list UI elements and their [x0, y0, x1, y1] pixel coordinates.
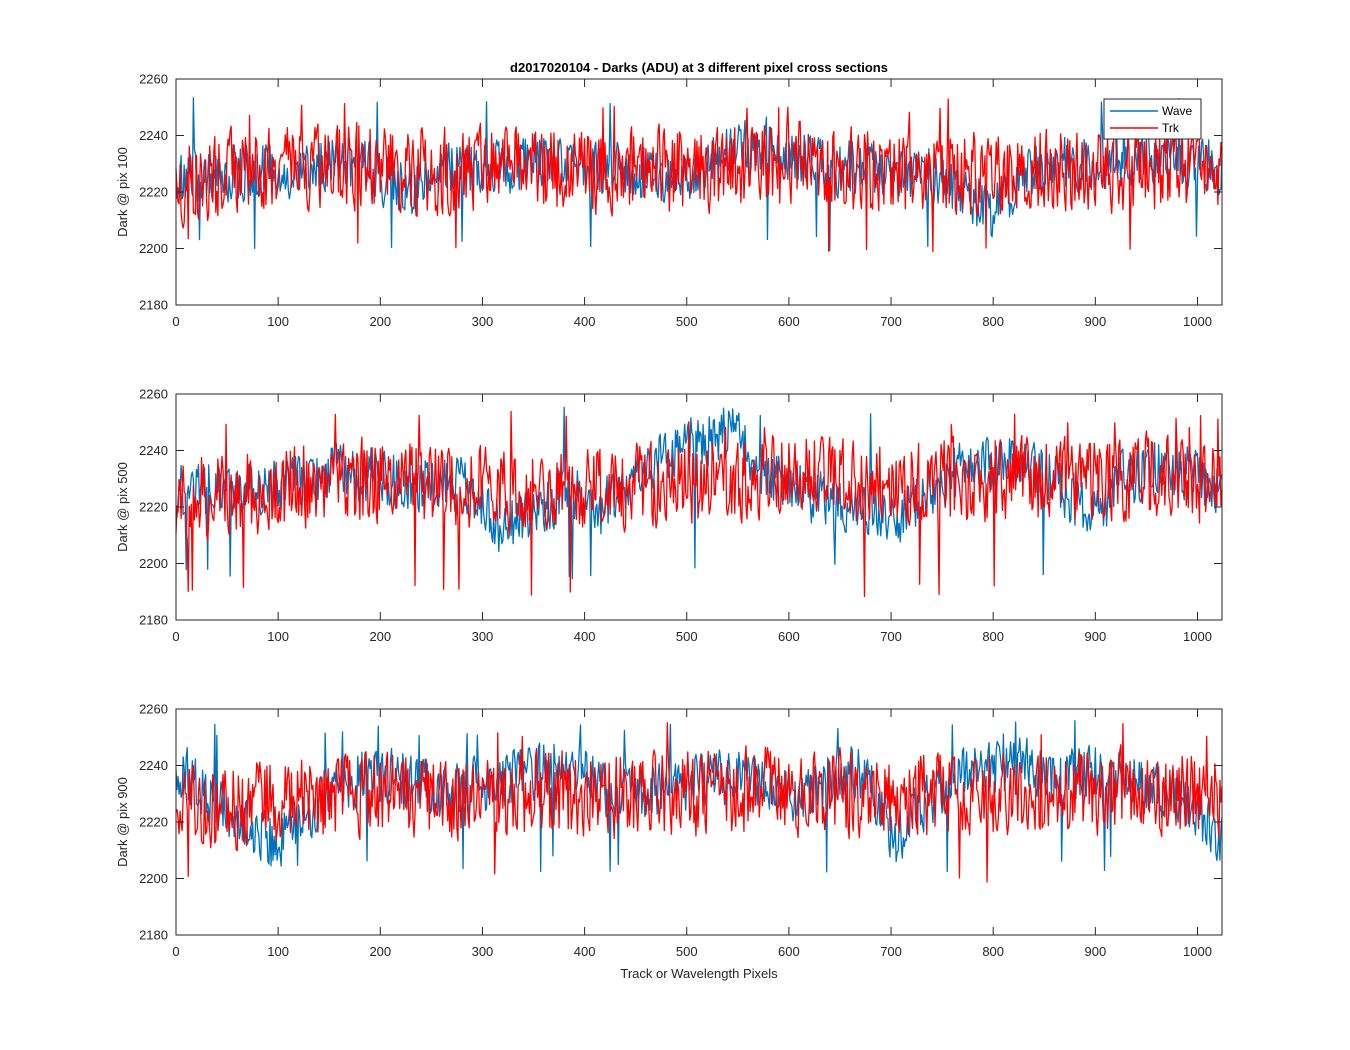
legend: Wave Trk — [1103, 98, 1202, 140]
legend-label-wave: Wave — [1162, 104, 1193, 118]
legend-label-trk: Trk — [1162, 121, 1180, 135]
x-tick-label: 500 — [676, 314, 698, 329]
y-tick-label: 2260 — [139, 702, 168, 717]
y-tick-label: 2240 — [139, 758, 168, 773]
series-line-trk — [175, 98, 1223, 253]
y-tick-label: 2180 — [139, 928, 168, 943]
y-tick-label: 2200 — [139, 871, 168, 886]
x-tick-label: 500 — [676, 629, 698, 644]
x-tick-label: 400 — [574, 629, 596, 644]
x-tick-label: 200 — [369, 944, 391, 959]
subplot-1: 0 100 200 300 400 500 600 700 800 900 1000 2180 2200… — [115, 72, 1223, 329]
x-tick-label: 700 — [880, 944, 902, 959]
y-tick-label: 2200 — [139, 556, 168, 571]
x-tick-label: 300 — [472, 944, 494, 959]
subplot-2: 0 100 200 300 400 500 600 700 800 900 1000 2180 2200… — [115, 387, 1223, 644]
x-tick-label: 800 — [982, 944, 1004, 959]
x-tick-label: 600 — [778, 629, 800, 644]
subplot-3: 0 100 200 300 400 500 600 700 800 900 1000 2180 2200… — [115, 702, 1223, 981]
y-tick-label: 2220 — [139, 815, 168, 830]
subplot-panels: 0 100 200 300 400 500 600 700 800 900 100021802200… — [115, 72, 1223, 981]
x-tick-label: 700 — [880, 629, 902, 644]
x-tick-label: 900 — [1084, 629, 1106, 644]
x-tick-label: 600 — [778, 314, 800, 329]
y-tick-label: 2220 — [139, 500, 168, 515]
y-tick-label: 2260 — [139, 72, 168, 87]
x-tick-label: 800 — [982, 314, 1004, 329]
x-tick-label: 300 — [472, 629, 494, 644]
x-tick-label: 0 — [172, 629, 179, 644]
legend-box — [1103, 98, 1202, 140]
x-tick-label: 400 — [574, 314, 596, 329]
x-tick-label: 300 — [472, 314, 494, 329]
x-tick-label: 400 — [574, 944, 596, 959]
x-tick-label: 100 — [267, 314, 289, 329]
x-tick-label: 200 — [369, 629, 391, 644]
x-axis-label: Track or Wavelength Pixels — [620, 966, 778, 981]
series-line-trk — [175, 722, 1223, 883]
chart-title: d2017020104 - Darks (ADU) at 3 different… — [510, 60, 888, 75]
x-tick-label: 1000 — [1183, 314, 1212, 329]
x-tick-label: 200 — [369, 314, 391, 329]
y-tick-label: 2180 — [139, 298, 168, 313]
series-line-trk — [175, 410, 1223, 598]
x-tick-label: 900 — [1084, 944, 1106, 959]
plot-area — [175, 708, 1223, 936]
x-tick-label: 600 — [778, 944, 800, 959]
y-axis-label: Dark @ pix 100 — [115, 147, 130, 237]
x-tick-label: 1000 — [1183, 944, 1212, 959]
y-tick-label: 2240 — [139, 128, 168, 143]
x-tick-label: 0 — [172, 314, 179, 329]
x-tick-label: 800 — [982, 629, 1004, 644]
x-tick-label: 700 — [880, 314, 902, 329]
x-tick-label: 1000 — [1183, 629, 1212, 644]
y-tick-label: 2180 — [139, 613, 168, 628]
x-tick-label: 900 — [1084, 314, 1106, 329]
x-tick-label: 500 — [676, 944, 698, 959]
y-tick-label: 2220 — [139, 185, 168, 200]
x-tick-label: 100 — [267, 944, 289, 959]
y-axis-label: Dark @ pix 900 — [115, 777, 130, 867]
y-tick-label: 2260 — [139, 387, 168, 402]
y-axis-label: Dark @ pix 500 — [115, 462, 130, 552]
x-tick-label: 0 — [172, 944, 179, 959]
x-tick-label: 100 — [267, 629, 289, 644]
y-tick-label: 2240 — [139, 443, 168, 458]
y-tick-label: 2200 — [139, 241, 168, 256]
